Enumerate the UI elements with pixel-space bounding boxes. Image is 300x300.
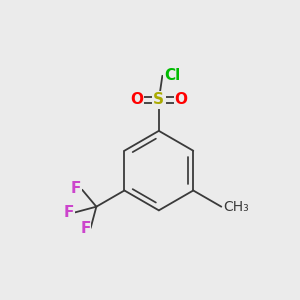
- Text: S: S: [153, 92, 164, 107]
- Text: O: O: [174, 92, 188, 107]
- Text: F: F: [64, 205, 74, 220]
- Text: Cl: Cl: [164, 68, 180, 83]
- Text: O: O: [130, 92, 143, 107]
- Text: CH₃: CH₃: [224, 200, 249, 214]
- Text: F: F: [80, 221, 91, 236]
- Text: F: F: [71, 182, 81, 196]
